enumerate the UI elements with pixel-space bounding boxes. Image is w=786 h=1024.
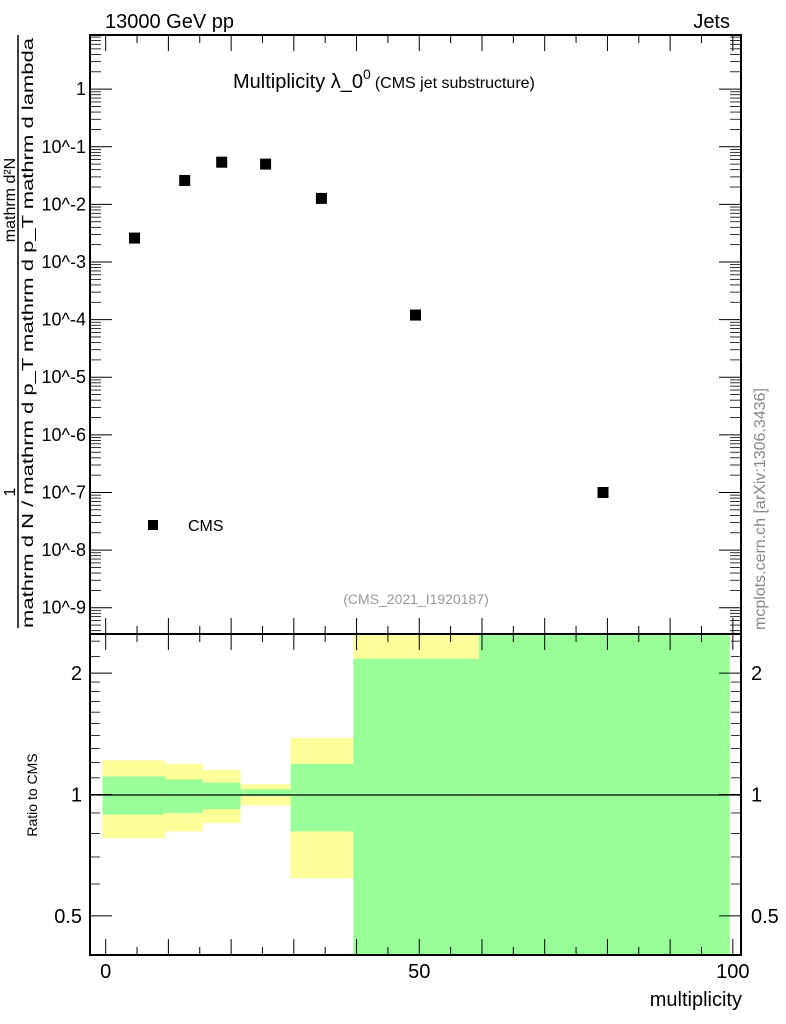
y-label-numerator-one: 1 (2, 487, 19, 496)
green-band-bin-4 (290, 764, 354, 832)
data-point (129, 232, 141, 244)
y-tick-label: 10^-9 (42, 598, 86, 618)
axis-ticks: 0 50 100 0.5 0.5 1 1 2 2 (54, 35, 779, 983)
y-tick-label: 10^-8 (42, 540, 86, 560)
y-label-numerator: mathrm d²N (2, 158, 19, 242)
watermark: mcplots.cern.ch [arXiv:1306.3436] (752, 388, 769, 630)
data-point (216, 156, 228, 168)
green-band-bin-1 (165, 779, 203, 813)
ratio-y-tick-label-right: 1 (751, 785, 762, 807)
y-tick-label: 1 (76, 79, 86, 99)
data-point (260, 158, 272, 170)
ratio-y-tick-label: 2 (71, 663, 82, 685)
legend-marker (148, 520, 158, 530)
x-tick-label: 50 (408, 961, 430, 983)
data-point (410, 309, 421, 321)
data-point (315, 192, 327, 204)
y-tick-label: 10^-7 (42, 482, 86, 502)
legend-label: CMS (188, 518, 224, 535)
ratio-y-tick-label-right: 0.5 (751, 906, 779, 928)
green-band-bin-3 (240, 789, 291, 797)
y-tick-label: 10^-2 (42, 194, 86, 214)
data-points (129, 156, 609, 498)
data-point (597, 486, 609, 498)
x-axis-label: multiplicity (650, 989, 742, 1011)
x-tick-label: 100 (716, 961, 749, 983)
ratio-y-tick-label: 1 (71, 785, 82, 807)
data-point (179, 174, 191, 186)
process-label: Jets (693, 11, 730, 33)
main-plot-frame (89, 34, 742, 635)
ratio-y-label: Ratio to CMS (24, 753, 40, 836)
y-tick-label: 10^-3 (42, 252, 86, 272)
analysis-id: (CMS_2021_I1920187) (343, 591, 489, 607)
green-band-bin-5 (353, 658, 479, 955)
ratio-y-tick-label-right: 2 (751, 663, 762, 685)
y-tick-label: 10^-4 (42, 310, 86, 330)
energy-label: 13000 GeV pp (105, 11, 234, 33)
y-tick-label: 10^-1 (42, 137, 86, 157)
y-tick-label: 10^-5 (42, 367, 86, 387)
y-tick-label: 10^-6 (42, 425, 86, 445)
green-band-bin-2 (202, 782, 241, 810)
ratio-y-tick-label: 0.5 (54, 906, 82, 928)
plot-title: Multiplicity λ_00(CMS jet substructure) (233, 66, 535, 93)
x-tick-label: 0 (100, 961, 111, 983)
y-label-denominator: mathrm d N / mathrm d p_T mathrm d p_T m… (20, 38, 37, 628)
y-tick-labels: 1 10^-1 10^-2 10^-3 10^-4 10^-5 10^-6 10… (42, 79, 86, 618)
